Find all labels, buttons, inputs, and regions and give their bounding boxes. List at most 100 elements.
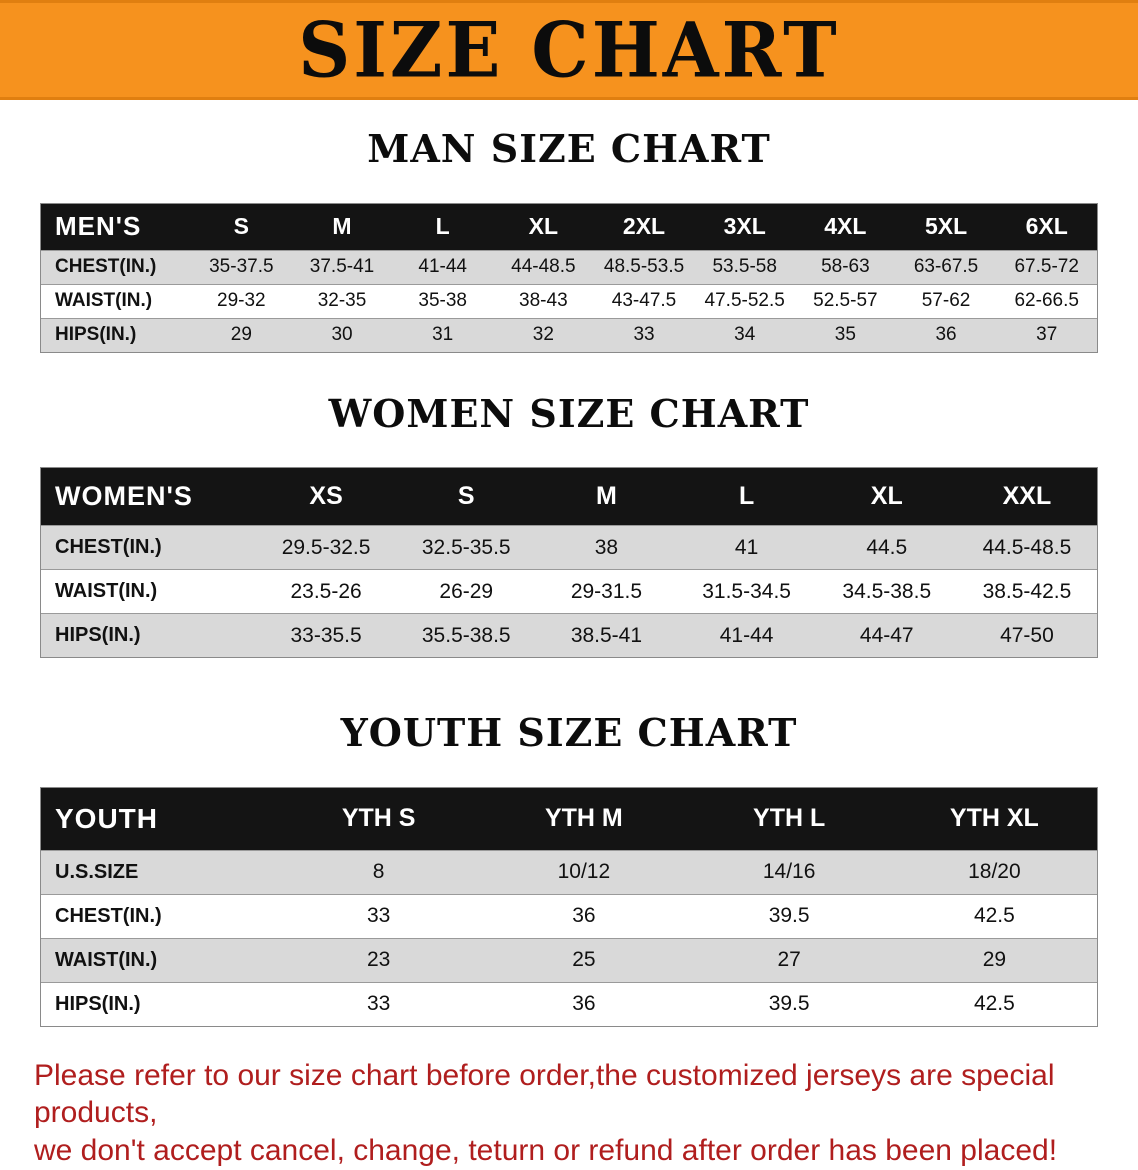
mens-cell-value: 47.5-52.5 xyxy=(704,290,785,312)
womens-cell-value: 26-29 xyxy=(439,579,494,603)
mens-size-column-header: 4XL xyxy=(824,213,867,240)
youth-size-column-header: YTH M xyxy=(544,804,623,833)
womens-cell-value: 32.5-35.5 xyxy=(421,535,511,559)
youth-cell-value: 27 xyxy=(777,948,801,972)
womens-size-column-header: XS xyxy=(309,482,343,511)
womens-cell-value: 29-31.5 xyxy=(570,579,643,603)
youth-section-heading: YOUTH SIZE CHART xyxy=(340,710,798,756)
mens-row-label: WAIST(IN.) xyxy=(55,290,153,312)
womens-cell-value: 35.5-38.5 xyxy=(421,623,511,647)
mens-header-label: MEN'S xyxy=(55,211,142,242)
size-chart-content: MAN SIZE CHART MEN'S S M L XL 2XL 3XL 4XL 5XL 6XL… xyxy=(0,126,1138,1170)
youth-cell-value: 33 xyxy=(366,992,391,1016)
womens-size-table: WOMEN'S XS S M L XL XXL CHEST(IN.) 29.5-32.5 32.5… xyxy=(40,467,1098,659)
mens-size-table: MEN'S S M L XL 2XL 3XL 4XL 5XL 6XL CHEST(IN.) 35-37… xyxy=(40,202,1098,353)
womens-row-label: CHEST(IN.) xyxy=(55,536,162,559)
youth-cell-value: 14/16 xyxy=(762,860,816,884)
youth-row-label: U.S.SIZE xyxy=(55,860,139,883)
mens-cell-value: 48.5-53.5 xyxy=(603,256,685,278)
mens-row-label: HIPS(IN.) xyxy=(55,324,137,346)
mens-table-row: HIPS(IN.) 29 30 31 32 33 34 35 36 37 xyxy=(41,317,1097,352)
mens-size-column-header: XL xyxy=(528,213,559,240)
youth-cell-value: 39.5 xyxy=(768,904,810,928)
womens-cell-value: 38.5-41 xyxy=(570,623,643,647)
youth-size-column-header: YTH XL xyxy=(949,804,1039,833)
womens-cell-value: 34.5-38.5 xyxy=(842,579,932,603)
womens-cell-value: 44-47 xyxy=(859,623,914,647)
mens-row-label: CHEST(IN.) xyxy=(55,256,157,278)
mens-cell-value: 30 xyxy=(331,324,353,346)
mens-cell-value: 63-67.5 xyxy=(913,256,979,278)
mens-size-column-header: 2XL xyxy=(622,213,666,240)
mens-cell-value: 35 xyxy=(834,324,856,346)
womens-table-header-row: WOMEN'S XS S M L XL XXL xyxy=(41,468,1097,526)
mens-cell-value: 32-35 xyxy=(317,290,367,312)
order-policy-line-1: Please refer to our size chart before or… xyxy=(34,1058,1055,1130)
womens-table-row: WAIST(IN.) 23.5-26 26-29 29-31.5 31.5-34.5 34… xyxy=(41,569,1097,614)
mens-cell-value: 52.5-57 xyxy=(813,290,878,312)
mens-size-column-header: 5XL xyxy=(924,213,968,240)
youth-cell-value: 29 xyxy=(982,948,1007,972)
mens-table-row: WAIST(IN.) 29-32 32-35 35-38 38-43 43-47.5 47.… xyxy=(41,283,1097,318)
youth-cell-value: 42.5 xyxy=(973,904,1015,928)
youth-table-header-row: YOUTH YTH S YTH M YTH L YTH XL xyxy=(41,787,1097,850)
mens-cell-value: 38-43 xyxy=(519,290,568,312)
mens-cell-value: 53.5-58 xyxy=(712,256,777,278)
youth-table-row: WAIST(IN.) 23 25 27 29 xyxy=(41,937,1097,982)
mens-cell-value: 29-32 xyxy=(217,290,266,312)
womens-cell-value: 41-44 xyxy=(719,623,774,647)
youth-table-row: U.S.SIZE 8 10/12 14/16 18/20 xyxy=(41,849,1097,894)
mens-cell-value: 32 xyxy=(532,324,554,346)
womens-cell-value: 44.5-48.5 xyxy=(982,535,1072,559)
mens-cell-value: 62-66.5 xyxy=(1014,290,1079,312)
mens-cell-value: 44-48.5 xyxy=(511,256,576,278)
mens-section-heading: MAN SIZE CHART xyxy=(367,126,771,171)
womens-cell-value: 29.5-32.5 xyxy=(281,535,371,559)
mens-cell-value: 43-47.5 xyxy=(611,290,677,312)
youth-size-column-header: YTH L xyxy=(753,804,826,833)
order-policy-line-2: we don't accept cancel, change, teturn o… xyxy=(34,1134,1058,1168)
womens-cell-value: 31.5-34.5 xyxy=(702,579,791,603)
womens-row-label: WAIST(IN.) xyxy=(55,580,158,603)
mens-cell-value: 41-44 xyxy=(418,256,467,278)
mens-cell-value: 57-62 xyxy=(921,290,971,312)
mens-cell-value: 29 xyxy=(230,324,252,346)
youth-cell-value: 36 xyxy=(572,992,596,1016)
mens-cell-value: 35-38 xyxy=(418,290,467,312)
mens-cell-value: 31 xyxy=(432,324,454,346)
youth-cell-value: 33 xyxy=(366,904,391,928)
womens-cell-value: 33-35.5 xyxy=(290,623,362,647)
womens-cell-value: 38.5-42.5 xyxy=(982,579,1072,603)
youth-cell-value: 23 xyxy=(366,948,391,972)
mens-cell-value: 67.5-72 xyxy=(1014,256,1079,278)
youth-cell-value: 8 xyxy=(372,860,385,884)
mens-size-column-header: 6XL xyxy=(1025,213,1068,240)
womens-size-column-header: XL xyxy=(870,482,903,511)
womens-row-label: HIPS(IN.) xyxy=(55,624,141,647)
youth-row-label: WAIST(IN.) xyxy=(55,948,158,971)
youth-cell-value: 25 xyxy=(572,948,596,972)
womens-table-row: CHEST(IN.) 29.5-32.5 32.5-35.5 38 41 44.5 44.5… xyxy=(41,525,1097,570)
youth-cell-value: 39.5 xyxy=(768,992,810,1016)
mens-cell-value: 58-63 xyxy=(821,256,870,278)
womens-cell-value: 47-50 xyxy=(1000,623,1054,647)
banner-title: SIZE CHART xyxy=(298,4,840,95)
youth-cell-value: 18/20 xyxy=(968,860,1021,884)
womens-size-column-header: L xyxy=(738,482,755,511)
mens-size-column-header: S xyxy=(233,213,249,240)
youth-size-column-header: YTH S xyxy=(341,804,416,833)
womens-size-column-header: S xyxy=(457,482,475,511)
womens-cell-value: 38 xyxy=(594,535,619,559)
womens-cell-value: 41 xyxy=(734,535,759,559)
youth-table-row: HIPS(IN.) 33 36 39.5 42.5 xyxy=(41,981,1097,1026)
youth-cell-value: 10/12 xyxy=(557,860,611,884)
womens-cell-value: 44.5 xyxy=(866,535,908,559)
womens-section-heading: WOMEN SIZE CHART xyxy=(328,390,810,436)
womens-size-column-header: XXL xyxy=(1002,482,1052,511)
order-policy-note: Please refer to our size chart before or… xyxy=(34,1057,1104,1170)
mens-cell-value: 33 xyxy=(633,324,655,346)
youth-size-table: YOUTH YTH S YTH M YTH L YTH XL U.S.SIZE 8 10/12… xyxy=(40,786,1098,1027)
mens-cell-value: 34 xyxy=(734,324,756,346)
youth-cell-value: 36 xyxy=(572,904,596,928)
mens-size-column-header: 3XL xyxy=(723,213,766,240)
